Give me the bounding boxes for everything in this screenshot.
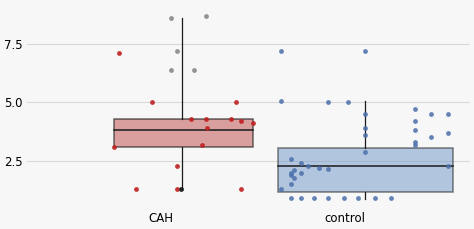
Point (249, 122, 256, 125)
Point (237, 187, 245, 191)
Point (177, 187, 184, 191)
Point (291, 177, 298, 180)
Point (428, 112, 435, 116)
Point (232, 101, 240, 104)
Bar (278, 148, 453, 192)
Point (277, 49, 285, 53)
Point (287, 157, 295, 160)
Point (304, 164, 311, 167)
Point (167, 68, 174, 71)
Point (428, 136, 435, 139)
Point (324, 167, 332, 171)
Point (444, 131, 452, 135)
Point (173, 164, 181, 167)
Point (411, 108, 419, 111)
Point (148, 101, 156, 104)
Point (344, 101, 352, 104)
Point (316, 166, 323, 170)
Point (371, 196, 378, 200)
Point (387, 196, 395, 200)
Point (204, 126, 211, 130)
Point (411, 119, 419, 123)
Point (361, 150, 368, 153)
Point (444, 164, 452, 167)
Point (310, 196, 318, 200)
Point (361, 112, 368, 116)
Point (297, 196, 305, 200)
Point (173, 187, 181, 191)
Point (291, 168, 298, 172)
Point (354, 196, 362, 200)
Point (110, 145, 118, 149)
Point (411, 143, 419, 146)
Point (227, 117, 235, 121)
Point (202, 14, 210, 18)
Point (287, 183, 295, 186)
Point (361, 133, 368, 137)
Point (277, 99, 285, 103)
Point (237, 119, 245, 123)
Point (444, 112, 452, 116)
Point (173, 49, 181, 53)
Point (132, 187, 139, 191)
Point (115, 52, 123, 55)
Point (287, 196, 295, 200)
Point (199, 143, 206, 146)
Point (411, 140, 419, 144)
Point (361, 49, 368, 53)
Point (202, 117, 210, 121)
Point (411, 129, 419, 132)
Bar (114, 119, 253, 147)
Point (287, 173, 295, 177)
Point (287, 171, 295, 174)
Point (324, 196, 332, 200)
Point (341, 196, 348, 200)
Point (297, 171, 305, 174)
Point (187, 117, 194, 121)
Point (324, 101, 332, 104)
Point (277, 187, 285, 191)
Point (361, 126, 368, 130)
Point (167, 16, 174, 20)
Point (297, 161, 305, 165)
Point (190, 68, 198, 71)
